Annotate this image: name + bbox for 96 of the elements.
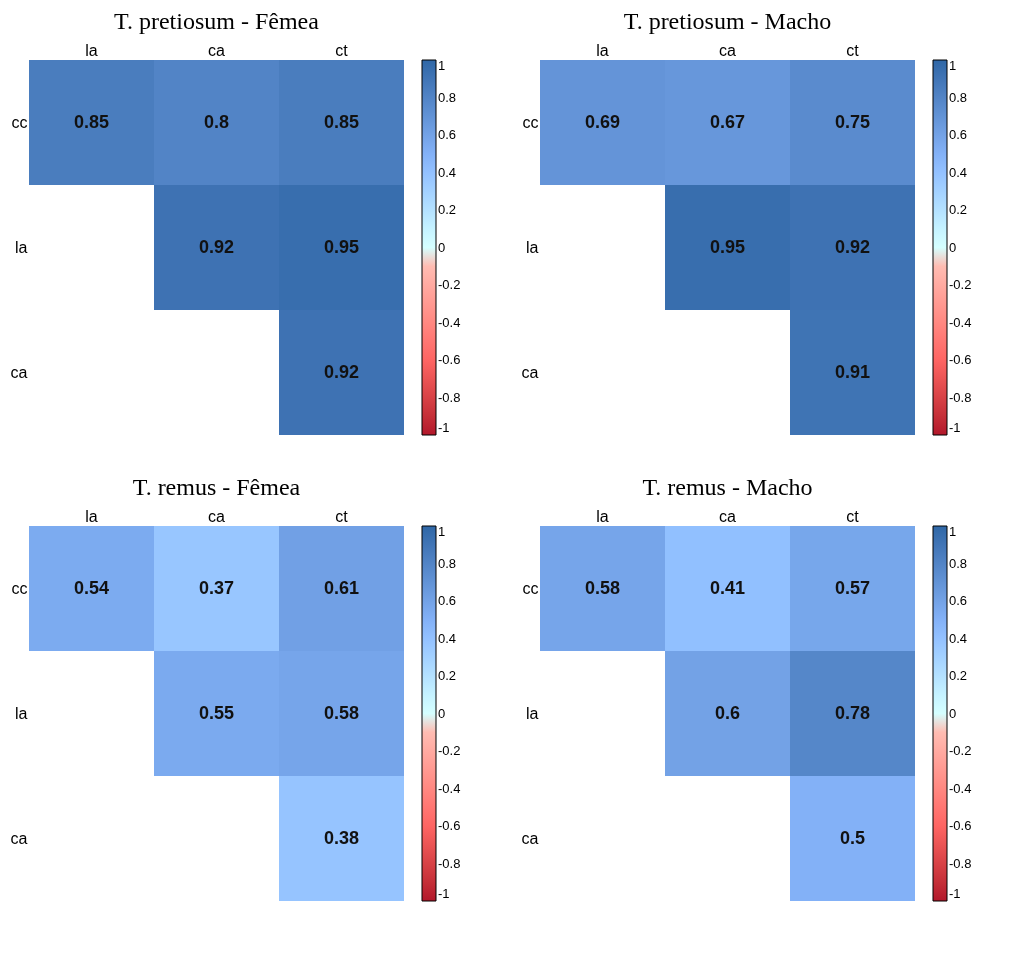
data-label: 0.85: [73, 111, 110, 132]
color-bar-label: 1: [438, 58, 446, 73]
data-label: 0.58: [584, 577, 621, 598]
color-bar-label: -0.6: [949, 818, 972, 833]
data-label: 0.92: [198, 236, 235, 257]
color-bar-label: -0.8: [438, 855, 461, 871]
color-bar-label: 0.4: [438, 630, 457, 646]
data-label: 0.8: [203, 111, 230, 132]
y-tick-label: la: [15, 238, 28, 256]
color-bar-label: 0.2: [949, 668, 968, 683]
y-tick-label: la: [15, 704, 28, 722]
color-bar-label: -0.6: [438, 352, 461, 367]
data-label: 0.41: [709, 577, 746, 598]
y-tick-label: cc: [522, 579, 539, 597]
chart-title: T. pretiosum - Fêmea: [114, 8, 320, 34]
x-tick-label: la: [596, 507, 609, 525]
color-bar-label: 0.8: [949, 555, 968, 571]
color-bar-label: 0.6: [949, 593, 968, 608]
color-bar-label: -0.2: [438, 277, 461, 292]
color-bar-label: 0.4: [949, 164, 968, 180]
color-bar-label: -0.4: [438, 314, 461, 330]
data-label: 0.85: [323, 111, 360, 132]
color-bar-label: -1: [438, 420, 450, 435]
color-bar-label: 0.4: [949, 630, 968, 646]
data-label: 0.61: [323, 577, 360, 598]
x-tick-label: la: [85, 41, 98, 59]
color-bar-label: -0.2: [438, 743, 461, 758]
data-label: 0.55: [198, 702, 235, 723]
color-bar-label: 0: [438, 239, 446, 255]
color-bar-label: -1: [949, 420, 961, 435]
chart-title: T. remus - Macho: [642, 474, 813, 500]
color-bar-label: -0.6: [949, 352, 972, 367]
color-bar-label: -0.4: [949, 314, 972, 330]
color-bar-label: 0: [438, 705, 446, 721]
data-label: 0.75: [834, 111, 871, 132]
chart-title: T. pretiosum - Macho: [623, 8, 832, 34]
color-bar-label: 0.8: [438, 555, 457, 571]
color-bar-label: -0.4: [438, 780, 461, 796]
color-bar-label: -0.8: [438, 389, 461, 405]
data-label: 0.95: [323, 236, 360, 257]
color-bar-label: -0.2: [949, 277, 972, 292]
data-label: 0.57: [834, 577, 871, 598]
x-tick-label: ca: [208, 41, 226, 59]
y-tick-label: ca: [521, 829, 539, 847]
data-label: 0.58: [323, 702, 360, 723]
color-bar-label: -0.2: [949, 743, 972, 758]
data-label: 0.67: [709, 111, 746, 132]
color-bar-label: -0.8: [949, 389, 972, 405]
color-bar-label: -1: [949, 886, 961, 901]
y-tick-label: cc: [11, 113, 28, 131]
color-bar-label: 0.2: [438, 202, 457, 217]
color-bar-label: 1: [949, 524, 957, 539]
x-tick-label: la: [596, 41, 609, 59]
data-label: 0.6: [714, 702, 741, 723]
y-tick-label: cc: [11, 579, 28, 597]
y-tick-label: ca: [10, 363, 28, 381]
y-tick-label: la: [526, 704, 539, 722]
color-bar-label: -0.8: [949, 855, 972, 871]
x-tick-label: ca: [208, 507, 226, 525]
x-tick-label: ca: [719, 41, 737, 59]
data-label: 0.5: [839, 827, 866, 848]
color-bar-label: 0.8: [949, 89, 968, 105]
x-tick-label: ct: [846, 507, 860, 525]
data-label: 0.95: [709, 236, 746, 257]
color-bar-label: 1: [438, 524, 446, 539]
data-label: 0.92: [323, 361, 360, 382]
y-tick-label: cc: [522, 113, 539, 131]
color-bar-label: 0: [949, 705, 957, 721]
data-label: 0.92: [834, 236, 871, 257]
color-bar-label: -0.6: [438, 818, 461, 833]
data-label: 0.38: [323, 827, 360, 848]
x-tick-label: ca: [719, 507, 737, 525]
x-tick-label: ct: [335, 507, 349, 525]
color-bar-label: 0.6: [949, 127, 968, 142]
color-bar-label: 0.4: [438, 164, 457, 180]
y-tick-label: ca: [521, 363, 539, 381]
color-bar-label: 0.8: [438, 89, 457, 105]
color-bar-label: 0.2: [949, 202, 968, 217]
x-tick-label: la: [85, 507, 98, 525]
data-label: 0.69: [584, 111, 621, 132]
color-bar-label: 0.6: [438, 593, 457, 608]
data-label: 0.54: [73, 577, 110, 598]
color-bar-label: -0.4: [949, 780, 972, 796]
color-bar-label: 1: [949, 58, 957, 73]
chart-title: T. remus - Fêmea: [132, 474, 301, 500]
x-tick-label: ct: [846, 41, 860, 59]
color-bar-label: 0: [949, 239, 957, 255]
x-tick-label: ct: [335, 41, 349, 59]
y-tick-label: la: [526, 238, 539, 256]
data-label: 0.78: [834, 702, 871, 723]
data-label: 0.37: [198, 577, 235, 598]
color-bar-label: -1: [438, 886, 450, 901]
data-label: 0.91: [834, 361, 871, 382]
y-tick-label: ca: [10, 829, 28, 847]
color-bar-label: 0.6: [438, 127, 457, 142]
color-bar-label: 0.2: [438, 668, 457, 683]
